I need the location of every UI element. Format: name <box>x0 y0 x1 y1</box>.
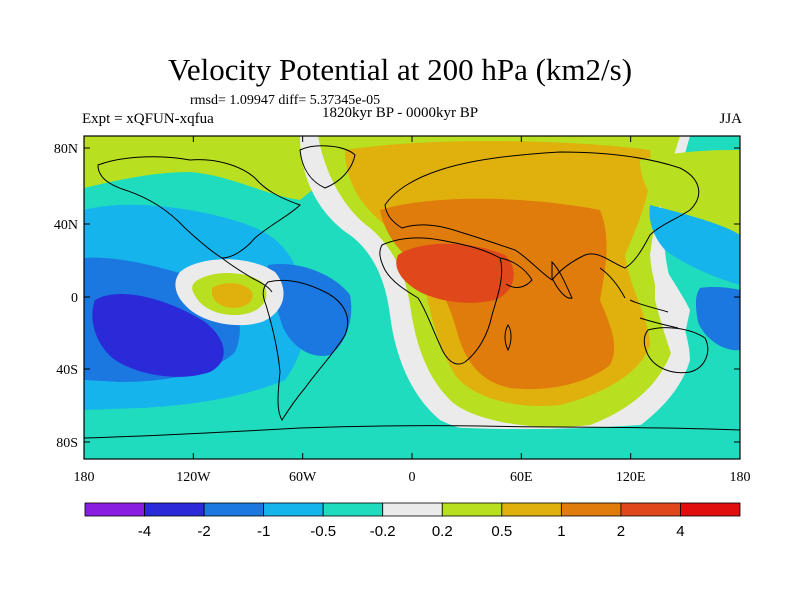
stats-text: rmsd= 1.09947 diff= 5.37345e-05 <box>190 93 381 108</box>
colorbar-swatch <box>84 502 145 517</box>
colorbar-swatch <box>501 502 562 517</box>
coast-arabia <box>499 257 533 288</box>
colorbar-swatch <box>441 502 503 517</box>
lon-tick-label: 180 <box>74 470 95 485</box>
coast-india <box>551 260 573 299</box>
coast-central-america <box>221 257 273 293</box>
lon-tick-label: 120W <box>176 470 211 485</box>
colorbar-label: -4 <box>138 523 151 540</box>
map-title: Velocity Potential at 200 hPa (km2/s) <box>167 52 633 87</box>
colorbar: -4 -2 -1 -0.5 -0.2 0.2 0.5 1 2 4 <box>84 502 741 540</box>
colorbar-swatch <box>263 502 324 517</box>
lat-tick-label: 80S <box>56 436 78 451</box>
coast-southeast-asia <box>599 267 679 329</box>
field-cyan-east <box>649 205 740 285</box>
coast-greenland <box>299 145 356 189</box>
lat-tick-label: 40S <box>56 363 78 378</box>
coast-north-america <box>97 156 301 259</box>
colorbar-label: -0.5 <box>310 523 336 540</box>
colorbar-label: 0.5 <box>491 523 512 540</box>
colorbar-swatch <box>620 502 681 517</box>
colorbar-label: 1 <box>557 523 565 540</box>
coast-madagascar <box>504 324 512 352</box>
colorbar-swatch <box>203 502 265 517</box>
field-cyan-south <box>84 413 740 459</box>
lon-tick-label: 120E <box>616 470 646 485</box>
colorbar-label: 2 <box>617 523 625 540</box>
lat-tick-label: 80N <box>54 142 78 157</box>
colorbar-label: 0.2 <box>432 523 453 540</box>
colorbar-swatch <box>144 502 205 517</box>
lat-tick-label: 40N <box>54 218 78 233</box>
colorbar-label: -2 <box>197 523 210 540</box>
lon-tick-label: 0 <box>409 470 416 485</box>
colorbar-swatch <box>382 502 443 517</box>
field-grey-indonesia <box>655 250 690 365</box>
latitude-ticks: 80N 40N 0 40S 80S <box>54 142 740 451</box>
lon-tick-label: 180 <box>730 470 751 485</box>
field-green-northwest <box>84 136 360 200</box>
period-label: 1820kyr BP - 0000kyr BP <box>322 105 479 121</box>
colorbar-label: 4 <box>676 523 684 540</box>
season-label: JJA <box>719 111 742 127</box>
field-redorange-africa <box>396 243 514 303</box>
lon-tick-label: 60E <box>510 470 533 485</box>
longitude-ticks: 180 120W 60W 0 60E 120E 180 <box>74 136 751 485</box>
lon-tick-label: 60W <box>289 470 317 485</box>
coastlines <box>84 145 740 439</box>
lat-tick-label: 0 <box>71 291 78 306</box>
colorbar-label: -0.2 <box>370 523 396 540</box>
field-blue-east <box>695 287 740 351</box>
coast-australia <box>643 327 709 374</box>
field-deepblue-pacific <box>92 293 224 377</box>
experiment-label: Expt = xQFUN-xqfua <box>82 111 214 127</box>
coast-south-america <box>262 279 349 421</box>
coast-eurasia <box>384 151 700 281</box>
colorbar-swatch <box>560 502 622 517</box>
coast-antarctica <box>84 425 740 439</box>
colorbar-label: -1 <box>257 523 270 540</box>
contour-fields <box>84 136 740 459</box>
colorbar-swatch <box>680 502 741 517</box>
colorbar-swatch <box>322 502 384 517</box>
field-gold-pacific <box>211 283 253 308</box>
coast-africa <box>379 237 503 365</box>
field-blue-southamerica <box>267 264 352 356</box>
